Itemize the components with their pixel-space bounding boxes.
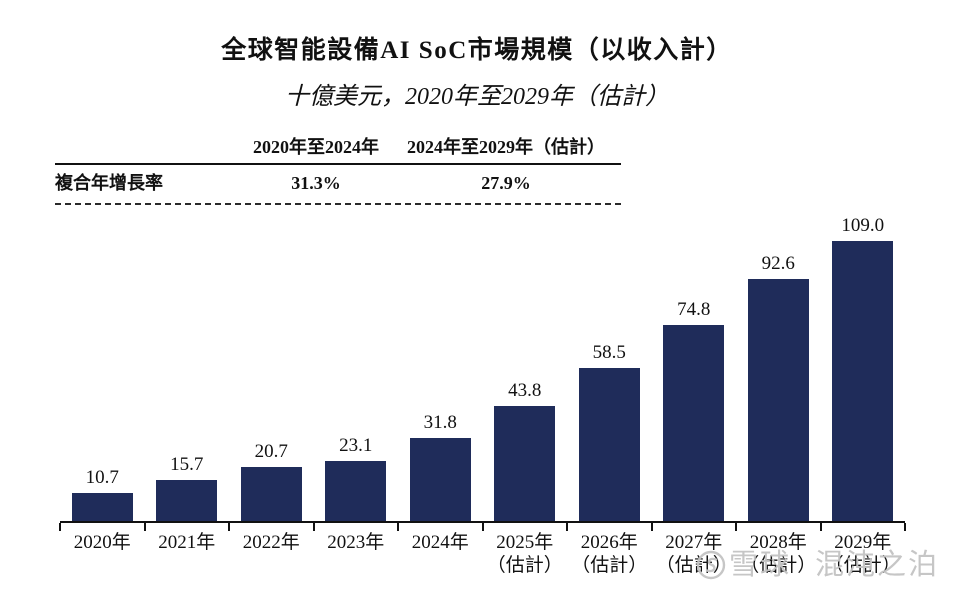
bar-value-label: 109.0: [841, 215, 885, 236]
x-axis-label: 2028年 （估計）: [740, 532, 817, 576]
bar-cell: 58.5: [567, 215, 652, 521]
axis-tick: [481, 523, 484, 531]
x-axis-label: 2022年: [242, 532, 300, 553]
axis-tick: [143, 523, 146, 531]
bar-cell: 92.6: [736, 215, 821, 521]
bar: [663, 325, 725, 521]
axis-tick: [228, 523, 230, 531]
axis-tick: [650, 523, 653, 531]
cagr-row-label: 複合年增長率: [55, 173, 163, 193]
bar: [578, 368, 640, 521]
cagr-value-2024-2029: 27.9%: [481, 173, 531, 193]
x-axis-label: 2024年: [411, 532, 469, 553]
axis-tick: [735, 523, 737, 531]
xueqiu-logo-icon: [696, 550, 726, 580]
bar-value-label: 15.7: [170, 453, 204, 475]
bar: [156, 479, 218, 521]
page-title: 全球智能設備AI SoC市場規模（以收入計）: [221, 37, 733, 64]
bar-value-label: 23.1: [339, 434, 373, 456]
cagr-value-2020-2024: 31.3%: [291, 173, 341, 193]
axis-tick: [566, 523, 568, 531]
page-subtitle: 十億美元，2020年至2029年（估計）: [285, 84, 669, 110]
bar-value-label: 43.8: [508, 380, 542, 402]
x-axis-label: 2021年: [158, 532, 216, 553]
axis-tick: [819, 523, 822, 531]
bar-cell: 74.8: [652, 215, 737, 521]
cagr-table-data-row: 複合年增長率 31.3% 27.9%: [55, 165, 621, 203]
x-axis-labels: 2020年 2021年 2022年 2023年 2024年 2025年 （估計） 2026年（…: [60, 531, 905, 577]
cagr-table: 2020年至2024年 2024年至2029年（估計） 複合年增長率 31.3%…: [55, 135, 621, 205]
bar: [494, 406, 556, 521]
x-axis-label: 2023年: [327, 532, 385, 553]
axis-tick: [59, 523, 61, 531]
bar-cell: 23.1: [314, 215, 399, 521]
x-axis-label: 2026年 （估計）: [571, 532, 648, 576]
bar-plot: 10.7 15.7 20.7 23.1 31.8 43.8 58.5 74.8 92.6 109.…: [59, 215, 906, 531]
bar: [747, 278, 809, 521]
bar-value-label: 10.7: [85, 467, 119, 488]
bar: [240, 466, 302, 521]
bar-cell: 15.7: [145, 215, 230, 521]
bar-value-label: 92.6: [761, 252, 795, 274]
bar-value-label: 31.8: [423, 411, 457, 433]
watermark-user: 混沌之泊: [815, 549, 940, 581]
watermark: 雪球 混沌之泊: [696, 550, 939, 580]
bar-cell: 109.0: [821, 215, 906, 521]
axis-tick: [312, 523, 315, 531]
table-header-rule: [55, 163, 621, 165]
bar: [832, 241, 894, 521]
cagr-col-header-2024-2029: 2024年至2029年（估計）: [407, 137, 605, 157]
x-axis-label: 2020年: [73, 532, 131, 553]
bar-cell: 10.7: [60, 215, 145, 521]
cagr-col-header-2020-2024: 2020年至2024年: [253, 137, 379, 157]
table-bottom-dashed-rule: [55, 203, 621, 205]
bar-cell: 20.7: [229, 215, 314, 521]
bar: [409, 437, 471, 521]
bar-cell: 31.8: [398, 215, 483, 521]
x-axis-label: 2025年 （估計）: [486, 532, 563, 576]
watermark-brand: 雪球: [729, 549, 792, 581]
bar-value-label: 58.5: [592, 342, 626, 363]
bar-cell: 43.8: [483, 215, 568, 521]
x-axis-label: 2029年 （估計）: [824, 532, 901, 576]
axis-tick: [904, 523, 906, 531]
bar: [325, 460, 387, 521]
cagr-table-header-row: 2020年至2024年 2024年至2029年（估計）: [55, 135, 621, 159]
bar: [71, 493, 133, 521]
axis-tick: [397, 523, 399, 531]
bar-value-label: 20.7: [254, 440, 288, 462]
bar-value-label: 74.8: [677, 299, 711, 321]
